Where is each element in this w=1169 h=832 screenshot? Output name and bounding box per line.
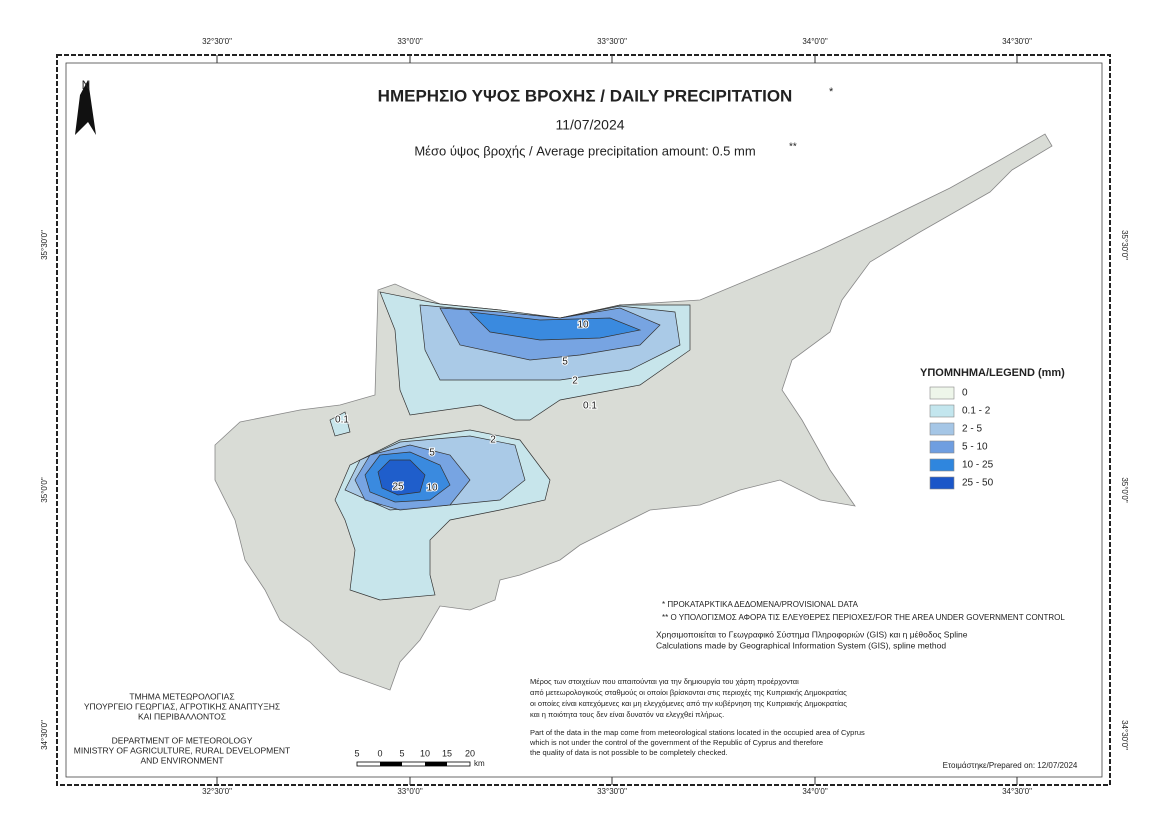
lat-label: 35°0'0"	[40, 477, 49, 503]
scale-seg	[425, 762, 447, 766]
method-note: Χρησιμοποιείται το Γεωγραφικό Σύστημα Πλ…	[656, 629, 968, 639]
scale-label: 0	[377, 748, 382, 758]
legend-label: 2 - 5	[962, 424, 982, 435]
disclaimer: the quality of data is not possible to b…	[530, 748, 728, 757]
frame	[56, 54, 1111, 786]
scale-label: 10	[420, 748, 430, 758]
scale-bar	[356, 761, 471, 767]
scale-unit: km	[474, 759, 485, 768]
legend-swatch	[929, 476, 955, 490]
precip-zone	[329, 411, 351, 437]
legend-label: 10 - 25	[962, 460, 994, 471]
title: ΗΜΕΡΗΣΙΟ ΥΨΟΣ ΒΡΟΧΗΣ / DAILY PRECIPITATI…	[378, 86, 793, 105]
disclaimer: από μετεωρολογικούς σταθμούς οι οποίοι β…	[530, 688, 847, 697]
scale-outline	[356, 761, 471, 767]
island	[214, 133, 1053, 691]
scale-label: 15	[442, 748, 452, 758]
lon-label: 33°0'0"	[397, 37, 423, 46]
lon-label: 34°0'0"	[802, 37, 828, 46]
scale-label: 20	[465, 748, 475, 758]
lat-label: 34°30'0"	[1120, 720, 1129, 750]
legend-swatch	[929, 386, 955, 400]
department: ΤΜΗΜΑ ΜΕΤΕΩΡΟΛΟΓΙΑΣ	[129, 691, 234, 701]
disclaimer: which is not under the control of the go…	[529, 738, 823, 747]
lat-label: 35°30'0"	[1120, 230, 1129, 260]
contour-label: 5	[429, 448, 435, 459]
contour-label: 2	[572, 376, 578, 387]
legend-label: 5 - 10	[962, 442, 988, 453]
precip-zone	[469, 311, 642, 341]
lat-label: 34°30'0"	[40, 720, 49, 750]
legend-label: 25 - 50	[962, 478, 994, 489]
legend-title: ΥΠΟΜΝΗΜΑ/LEGEND (mm)	[920, 367, 1065, 379]
disclaimer: και η ποιότητα τους δεν είναι δυνατόν να…	[530, 710, 724, 719]
subtitle-mark: **	[789, 142, 797, 153]
contour-label: 5	[562, 357, 568, 368]
department: AND ENVIRONMENT	[140, 755, 223, 765]
north-arrow	[75, 80, 96, 135]
legend-label: 0	[962, 388, 968, 399]
note: * ΠΡΟΚΑΤΑΡΚΤΙΚΑ ΔΕΔΟΜΕΝΑ/PROVISIONAL DAT…	[662, 600, 859, 609]
scale-label: 5	[399, 748, 404, 758]
legend-swatch	[929, 422, 955, 436]
title-mark: *	[829, 86, 834, 98]
department: ΚΑΙ ΠΕΡΙΒΑΛΛΟΝΤΟΣ	[138, 711, 226, 721]
scale-label: 5	[354, 748, 359, 758]
department: DEPARTMENT OF METEOROLOGY	[112, 735, 253, 745]
lon-label: 32°30'0"	[202, 37, 232, 46]
contour-label: 25	[392, 482, 404, 493]
lon-label: 33°0'0"	[397, 787, 423, 796]
contour-label: 10	[577, 320, 589, 331]
lon-label: 34°0'0"	[802, 787, 828, 796]
lon-label: 32°30'0"	[202, 787, 232, 796]
legend-swatch	[929, 440, 955, 454]
contour-label: 0.1	[583, 401, 597, 412]
contours	[329, 291, 691, 601]
lat-label: 35°0'0"	[1120, 477, 1129, 503]
legend-swatch	[929, 458, 955, 472]
precip-zone	[377, 459, 426, 496]
scale-seg	[380, 762, 402, 766]
legend-swatch	[929, 404, 955, 418]
contour-label: 0.1	[335, 415, 349, 426]
lon-label: 33°30'0"	[597, 37, 627, 46]
disclaimer: οι οποίες είναι κατεχόμενες και μη ελεγχ…	[530, 699, 847, 708]
prepared: Ετοιμάστηκε/Prepared on: 12/07/2024	[943, 761, 1078, 770]
legend-label: 0.1 - 2	[962, 406, 991, 417]
contour-label: 2	[490, 435, 496, 446]
department: ΥΠΟΥΡΓΕΙΟ ΓΕΩΡΓΙΑΣ, ΑΓΡΟΤΙΚΗΣ ΑΝΑΠΤΥΞΗΣ	[84, 701, 280, 711]
disclaimer: Part of the data in the map come from me…	[530, 728, 865, 737]
lon-label: 33°30'0"	[597, 787, 627, 796]
department: MINISTRY OF AGRICULTURE, RURAL DEVELOPME…	[74, 745, 290, 755]
contour-label: 10	[426, 483, 438, 494]
date: 11/07/2024	[555, 117, 624, 133]
lat-label: 35°30'0"	[40, 230, 49, 260]
lon-label: 34°30'0"	[1002, 787, 1032, 796]
note: ** Ο ΥΠΟΛΟΓΙΣΜΟΣ ΑΦΟΡΑ ΤΙΣ ΕΛΕΥΘΕΡΕΣ ΠΕΡ…	[662, 613, 1065, 622]
method-note: Calculations made by Geographical Inform…	[656, 640, 946, 650]
subtitle: Μέσο ύψος βροχής / Average precipitation…	[414, 143, 755, 158]
north-label: N	[82, 78, 91, 92]
lon-label: 34°30'0"	[1002, 37, 1032, 46]
neatline	[65, 62, 1103, 778]
disclaimer: Μέρος των στοιχείων που απαιτούνται για …	[530, 677, 799, 686]
